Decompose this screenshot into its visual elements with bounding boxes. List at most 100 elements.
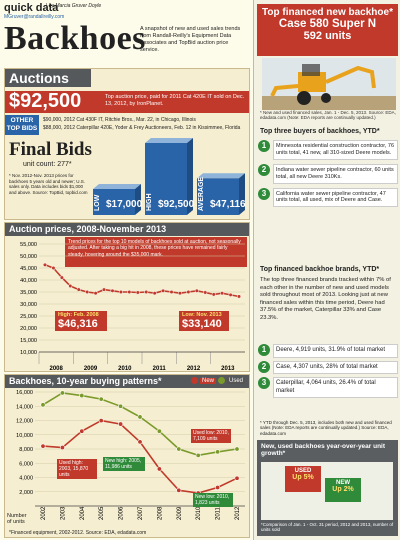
buyer-item: 2 Indiana water sewer pipeline contracto… xyxy=(258,163,398,184)
buyer-item: 1 Minnesota residential construction con… xyxy=(258,140,398,160)
page-title: Backhoes xyxy=(4,20,146,57)
other-bids-label: OTHER TOP BIDS xyxy=(5,115,39,135)
buying-point-new xyxy=(118,421,124,427)
buyer-rank: 2 xyxy=(258,163,270,176)
buyer-text: California water sewer pipeline contract… xyxy=(273,187,398,208)
buying-point-used xyxy=(176,446,182,452)
buying-ytick: 10,000 xyxy=(16,433,33,439)
auction-price-point xyxy=(169,289,174,295)
author-email[interactable]: MGruver@randallreilly.com xyxy=(4,14,65,20)
buying-xtick: 2008 xyxy=(157,506,163,520)
brand-rank: 1 xyxy=(258,344,270,356)
final-bid-label: LOW xyxy=(94,194,101,211)
auction-price-point xyxy=(211,292,216,297)
auction-year-label: 2012 xyxy=(187,366,201,372)
legend-used-swatch xyxy=(218,377,226,384)
auction-year-label: 2013 xyxy=(221,366,235,372)
brands-list: 1 Deere, 4,919 units, 31.9% of total mar… xyxy=(258,344,398,398)
buyer-rank: 1 xyxy=(258,140,270,152)
new-growth-block: NEW Up 2% xyxy=(325,478,361,502)
high-callout: High: Feb. 2008 $46,316 xyxy=(55,311,107,331)
buying-xtick: 2002 xyxy=(41,506,47,520)
auction-price-point xyxy=(101,287,107,292)
top-financed-model: Case 580 Super N xyxy=(278,18,377,30)
buying-xtick: 2012 xyxy=(235,506,241,520)
used-growth-label: USED xyxy=(294,468,312,474)
buying-xtick: 2004 xyxy=(80,506,86,520)
auction-chart-desc: Trend prices for the top 10 models of ba… xyxy=(65,237,247,267)
buying-point-new xyxy=(79,428,85,434)
buying-xtick: 2005 xyxy=(99,506,105,520)
ann-used-low: Used low: 2010, 7,109 units xyxy=(191,429,231,443)
brand-text: Case, 4,307 units, 28% of total market xyxy=(273,360,398,374)
buying-point-used xyxy=(118,403,124,409)
auction-price-point xyxy=(203,290,208,295)
buying-ytick: 16,000 xyxy=(16,390,33,396)
brand-item: 3 Caterpillar, 4,064 units, 26.4% of tot… xyxy=(258,377,398,398)
legend-new-swatch xyxy=(191,377,198,384)
buying-point-new xyxy=(215,484,221,490)
final-bid-value: $47,116 xyxy=(210,199,246,210)
top-price-text: Top auction price, paid for 2011 Cat 420… xyxy=(105,94,245,108)
auction-year-label: 2008 xyxy=(49,366,63,372)
auction-price-point xyxy=(161,288,166,293)
other-bid-1: $90,000, 2012 Cat 430F IT, Ritchie Bros.… xyxy=(43,117,196,123)
high-label: High: Feb. 2008 xyxy=(58,312,99,318)
auction-price-point xyxy=(220,291,225,296)
buyers-list: 1 Minnesota residential construction con… xyxy=(258,140,398,208)
top-financed-note: * New and used financed sales, Jan. 1 - … xyxy=(260,110,396,121)
auction-ytick: 30,000 xyxy=(20,302,37,308)
auction-ytick: 20,000 xyxy=(20,326,37,332)
final-bids-note: * Nov. 2012-Nov. 2013 prices for backhoe… xyxy=(9,173,88,195)
auction-year-label: 2009 xyxy=(84,366,98,372)
growth-chart: USED Up 5% NEW Up 2% xyxy=(261,462,393,520)
buying-ytick: 8,000 xyxy=(19,447,33,453)
buying-ytick: 6,000 xyxy=(19,461,33,467)
buying-footnote: *Financed equipment, 2002-2012. Source: … xyxy=(9,530,147,536)
buying-line-used xyxy=(42,392,238,457)
growth-box: New, used backhoes year-over-year unit g… xyxy=(257,440,398,536)
top-financed-units: 592 units xyxy=(303,30,352,42)
legend-new-label: New xyxy=(200,377,217,384)
brand-rank: 3 xyxy=(258,377,270,389)
buying-xtick: 2003 xyxy=(60,506,66,520)
auction-prices-section: Auction prices, 2008-November 2013 Trend… xyxy=(4,222,250,372)
buying-point-new xyxy=(40,443,46,449)
buying-legend: New Used xyxy=(191,377,246,384)
buying-point-used xyxy=(137,414,143,420)
final-bid-label: AVERAGE xyxy=(198,177,205,211)
auction-price-point xyxy=(228,292,233,297)
buying-point-used xyxy=(234,446,240,452)
buyer-item: 3 California water sewer pipeline contra… xyxy=(258,187,398,208)
buying-point-used xyxy=(215,449,221,455)
auction-price-point xyxy=(177,291,183,296)
final-bid-value: $92,500 xyxy=(158,199,195,210)
buying-patterns-section: Backhoes, 10-year buying patterns* New U… xyxy=(4,374,250,538)
auction-price-point xyxy=(51,265,56,271)
auction-price-point xyxy=(76,287,81,292)
auction-year-label: 2010 xyxy=(118,366,132,372)
auction-ytick: 50,000 xyxy=(20,254,37,260)
new-growth-value: Up 2% xyxy=(332,486,354,493)
final-bid-label: HIGH xyxy=(146,194,153,212)
auction-ytick: 40,000 xyxy=(20,278,37,284)
top-financed-box: Top financed new backhoe* Case 580 Super… xyxy=(257,4,398,56)
buying-point-used xyxy=(40,402,46,408)
buying-point-used xyxy=(156,428,162,434)
growth-note: *Comparison of Jan. 1 - Oct. 31 period, … xyxy=(261,522,394,533)
auction-price-point xyxy=(236,294,242,299)
unit-count: unit count: 277* xyxy=(23,161,72,168)
ann-new-high: New high: 2005, 11,986 units xyxy=(103,457,145,471)
growth-heading: New, used backhoes year-over-year unit g… xyxy=(261,443,386,457)
buying-point-new xyxy=(156,466,162,472)
buying-ylabel: Number of units xyxy=(7,513,27,526)
auction-price-point xyxy=(59,275,64,280)
buyer-text: Indiana water sewer pipeline contractor,… xyxy=(273,163,398,184)
buying-ytick: 2,000 xyxy=(19,490,33,496)
auction-price-point xyxy=(118,289,123,295)
buyer-rank: 3 xyxy=(258,187,270,200)
buying-point-used xyxy=(98,396,104,402)
low-value: $33,140 xyxy=(182,318,222,330)
auction-price-point xyxy=(127,289,132,295)
auction-price-point xyxy=(135,290,140,295)
